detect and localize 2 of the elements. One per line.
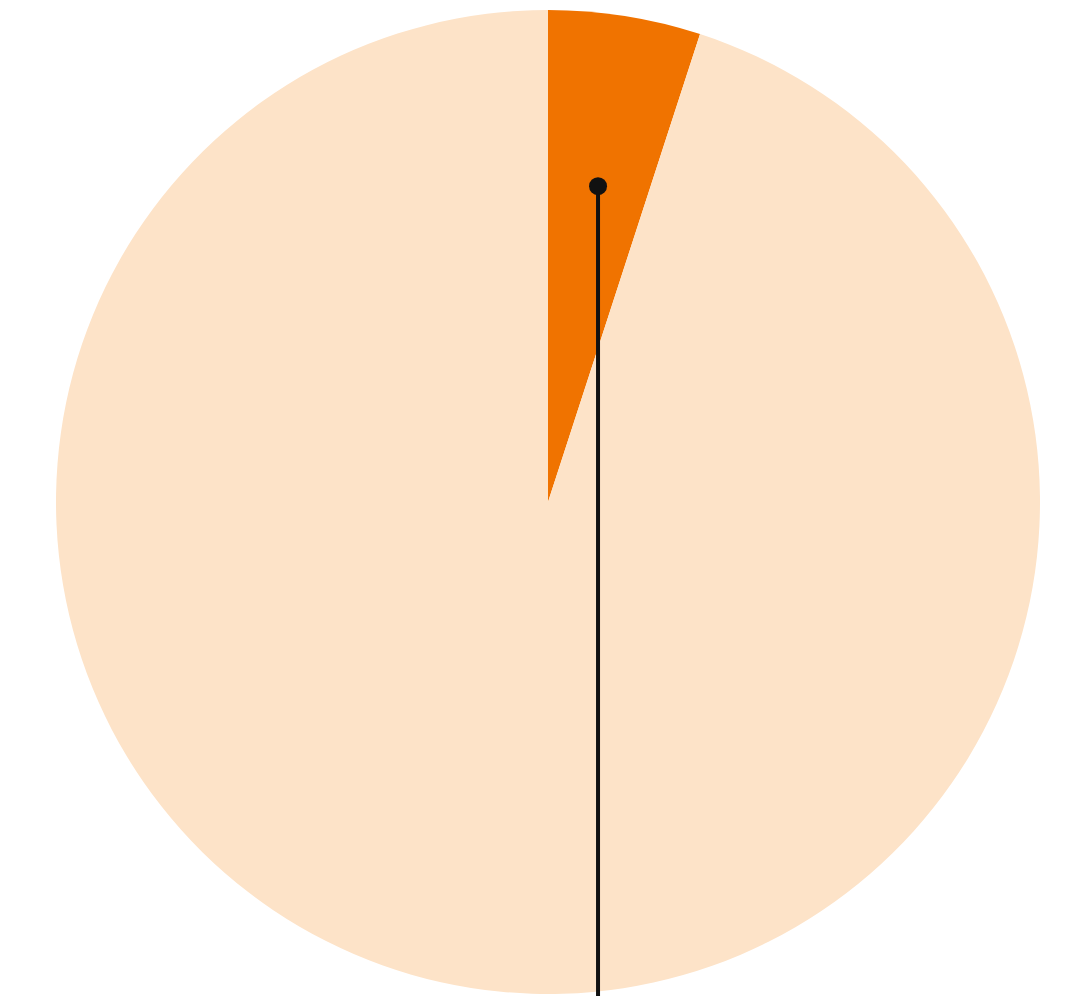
pie-slice	[56, 10, 1040, 994]
pie-slice	[548, 10, 701, 502]
